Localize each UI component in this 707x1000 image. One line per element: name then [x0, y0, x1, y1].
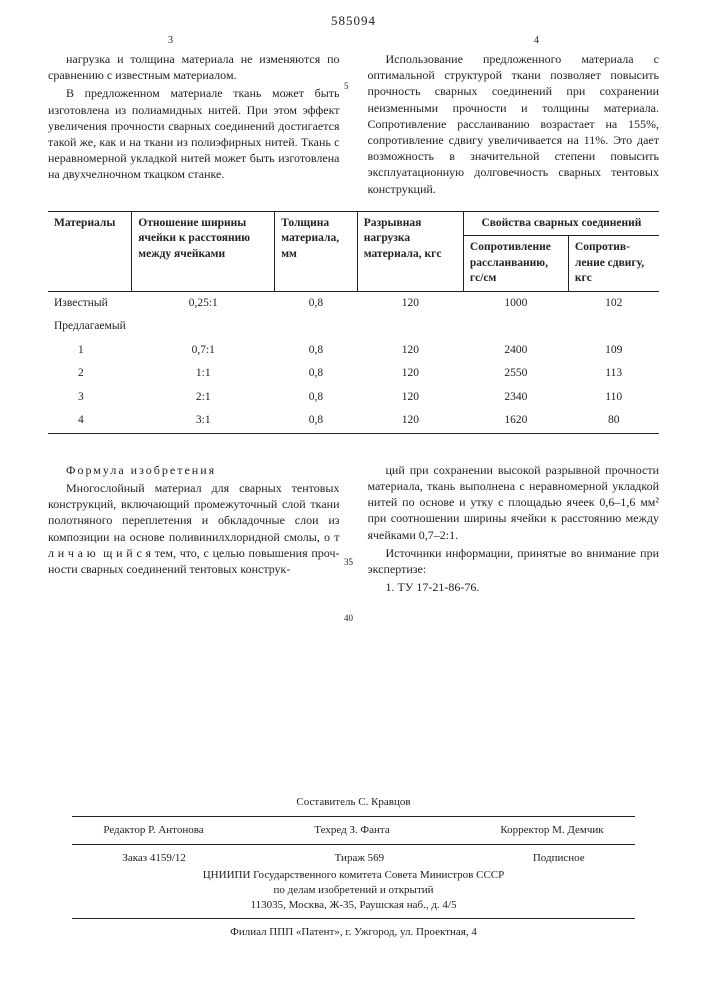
- cell-delam: 1620: [463, 409, 568, 433]
- cell-delam: 2550: [463, 362, 568, 386]
- formula-right-p1: ций при сохранении высокой разрывной про…: [368, 462, 660, 543]
- cell-load: 120: [357, 291, 463, 315]
- th-materials: Материалы: [48, 211, 132, 291]
- cell-shear: 110: [568, 386, 659, 410]
- col-mark-left: 3: [168, 34, 173, 48]
- cell-ratio: 0,7:1: [132, 339, 275, 363]
- line-marker-40: 40: [344, 612, 353, 624]
- table-row: Предлагаемый: [48, 315, 659, 339]
- imprint-block: Составитель С. Кравцов Редактор Р. Антон…: [48, 795, 659, 940]
- cell-delam: 2400: [463, 339, 568, 363]
- cell-load: 120: [357, 339, 463, 363]
- cell-ratio: 1:1: [132, 362, 275, 386]
- formula-left-p1: Многослойный материал для сварных тентов…: [48, 480, 340, 577]
- cell-shear: 80: [568, 409, 659, 433]
- table-row: 1 0,7:1 0,8 120 2400 109: [48, 339, 659, 363]
- formula-right-p2: Источники информации, принятые во вни­ма…: [368, 545, 660, 577]
- cell-load: 120: [357, 409, 463, 433]
- formula-right-p3: 1. ТУ 17-21-86-76.: [368, 579, 660, 595]
- cell-thick: [275, 315, 358, 339]
- cell-delam: 1000: [463, 291, 568, 315]
- cell-shear: 113: [568, 362, 659, 386]
- patent-page: 585094 3 4 5 нагрузка и толщина материал…: [0, 0, 707, 1000]
- addr1: 113035, Москва, Ж-35, Раушская наб., д. …: [48, 898, 659, 913]
- cell-load: 120: [357, 386, 463, 410]
- table-row: Известный 0,25:1 0,8 120 1000 102: [48, 291, 659, 315]
- cell-delam: [463, 315, 568, 339]
- addr2: Филиал ППП «Патент», г. Ужгород, ул. Про…: [48, 925, 659, 940]
- line-marker-5: 5: [344, 80, 349, 92]
- cell-ratio: [132, 315, 275, 339]
- cell-load: [357, 315, 463, 339]
- imprint-rule: [72, 918, 634, 919]
- tirage: Тираж 569: [335, 851, 385, 866]
- col-mark-right: 4: [534, 34, 539, 48]
- cell-shear: 109: [568, 339, 659, 363]
- cell-ratio: 2:1: [132, 386, 275, 410]
- cell-shear: 102: [568, 291, 659, 315]
- left-p2: В предложенном материале ткань может быт…: [48, 85, 340, 182]
- cell-thick: 0,8: [275, 339, 358, 363]
- cell-label: 2: [48, 362, 132, 386]
- th-thickness: Толщина материа­ла, мм: [275, 211, 358, 291]
- th-shear: Сопротив­ление сдвигу, кгс: [568, 236, 659, 292]
- cell-delam: 2340: [463, 386, 568, 410]
- cell-label: 1: [48, 339, 132, 363]
- table-row: 3 2:1 0,8 120 2340 110: [48, 386, 659, 410]
- left-p1: нагрузка и толщина материала не изменяют…: [48, 51, 340, 83]
- th-load: Разрывная нагрузка материала, кгс: [357, 211, 463, 291]
- right-p1: Использование предложенного материала с …: [368, 51, 660, 197]
- cell-thick: 0,8: [275, 362, 358, 386]
- description-columns: нагрузка и толщина материала не изменяют…: [48, 51, 659, 197]
- formula-columns: Формула изобретения Многослойный материа…: [48, 462, 659, 596]
- cell-ratio: 0,25:1: [132, 291, 275, 315]
- th-weld-props: Свойства сварных соединений: [463, 211, 659, 236]
- editorial-row: Редактор Р. Антонова Техред З. Фанта Кор…: [48, 823, 659, 838]
- th-delam: Сопротив­ление расслаи­ванию, гс/см: [463, 236, 568, 292]
- cell-thick: 0,8: [275, 409, 358, 433]
- cell-label: Предлагаемый: [48, 315, 132, 339]
- cell-thick: 0,8: [275, 386, 358, 410]
- formula-heading: Формула изобретения: [48, 462, 340, 478]
- compiler-line: Составитель С. Кравцов: [48, 795, 659, 810]
- order-row: Заказ 4159/12 Тираж 569 Подписное: [48, 851, 659, 866]
- data-table: Материалы Отношение ши­рины ячейки к рас…: [48, 211, 659, 434]
- table-row: 4 3:1 0,8 120 1620 80: [48, 409, 659, 433]
- org2: по делам изобретений и открытий: [48, 883, 659, 898]
- column-marks: 3 4: [48, 34, 659, 48]
- cell-label: Известный: [48, 291, 132, 315]
- editor: Редактор Р. Антонова: [103, 823, 203, 838]
- cell-label: 4: [48, 409, 132, 433]
- org1: ЦНИИПИ Государственного комитета Совета …: [48, 868, 659, 883]
- cell-ratio: 3:1: [132, 409, 275, 433]
- techred: Техред З. Фанта: [314, 823, 389, 838]
- cell-label: 3: [48, 386, 132, 410]
- cell-thick: 0,8: [275, 291, 358, 315]
- order: Заказ 4159/12: [122, 851, 186, 866]
- line-marker-35: 35: [344, 556, 353, 568]
- subscription: Подписное: [533, 851, 585, 866]
- table-row: 2 1:1 0,8 120 2550 113: [48, 362, 659, 386]
- imprint-rule: [72, 816, 634, 817]
- cell-shear: [568, 315, 659, 339]
- imprint-rule: [72, 844, 634, 845]
- patent-number: 585094: [48, 12, 659, 30]
- th-ratio: Отношение ши­рины ячейки к расстоянию ме…: [132, 211, 275, 291]
- cell-load: 120: [357, 362, 463, 386]
- corrector: Корректор М. Демчик: [500, 823, 603, 838]
